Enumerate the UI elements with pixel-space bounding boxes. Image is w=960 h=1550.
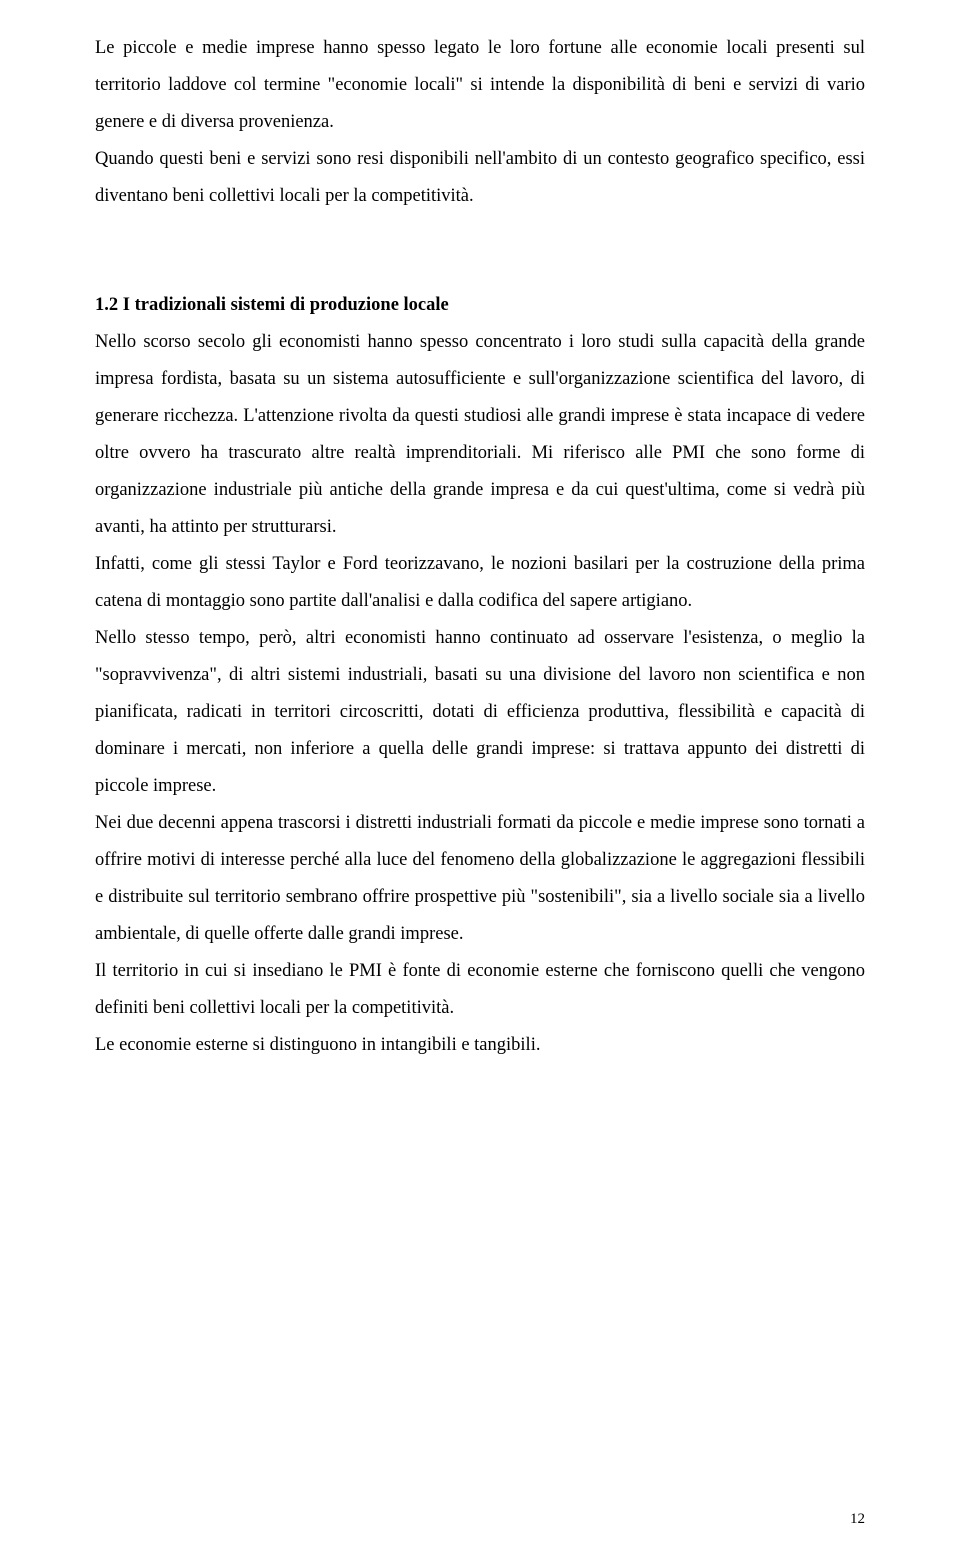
intro-paragraph-2: Quando questi beni e servizi sono resi d…: [95, 141, 865, 215]
body-paragraph-2: Infatti, come gli stessi Taylor e Ford t…: [95, 546, 865, 620]
intro-paragraph-1: Le piccole e medie imprese hanno spesso …: [95, 30, 865, 141]
section-spacer: [95, 215, 865, 287]
body-paragraph-5: Il territorio in cui si insediano le PMI…: [95, 953, 865, 1027]
body-paragraph-6: Le economie esterne si distinguono in in…: [95, 1027, 865, 1064]
page-number: 12: [850, 1511, 865, 1528]
body-paragraph-1: Nello scorso secolo gli economisti hanno…: [95, 324, 865, 546]
section-heading: 1.2 I tradizionali sistemi di produzione…: [95, 287, 865, 324]
body-paragraph-3: Nello stesso tempo, però, altri economis…: [95, 620, 865, 805]
body-paragraph-4: Nei due decenni appena trascorsi i distr…: [95, 805, 865, 953]
